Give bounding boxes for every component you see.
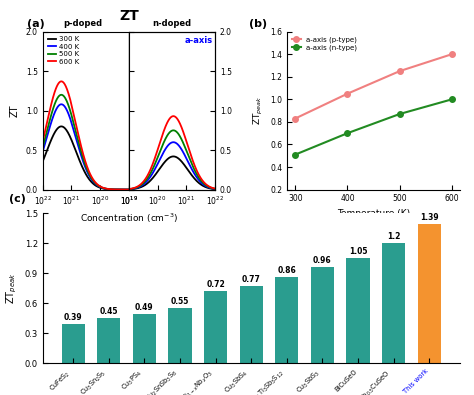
Text: 0.49: 0.49 (135, 303, 154, 312)
a-axis (p-type) (397, 69, 402, 73)
Y-axis label: ZT$_{peak}$: ZT$_{peak}$ (252, 96, 265, 125)
a-axis (n-type) (292, 152, 298, 157)
Text: 0.72: 0.72 (206, 280, 225, 290)
Text: 0.55: 0.55 (171, 297, 189, 307)
Text: 0.45: 0.45 (100, 307, 118, 316)
Text: (a): (a) (27, 19, 45, 29)
Bar (418, 224, 441, 363)
Text: 1.05: 1.05 (349, 247, 367, 256)
Text: n-doped: n-doped (152, 19, 191, 28)
Bar (62, 324, 85, 363)
Text: 0.39: 0.39 (64, 313, 82, 322)
a-axis (p-type) (292, 116, 298, 121)
Text: (c): (c) (9, 194, 26, 204)
Text: ZT: ZT (119, 9, 139, 23)
Text: a-axis: a-axis (184, 36, 212, 45)
Text: Concentration (cm$^{-3}$): Concentration (cm$^{-3}$) (80, 211, 178, 225)
Bar (311, 267, 334, 363)
Bar (275, 277, 299, 363)
Legend: a-axis (p-type), a-axis (n-type): a-axis (p-type), a-axis (n-type) (291, 35, 358, 53)
Bar (382, 243, 405, 363)
Bar (97, 318, 120, 363)
X-axis label: Temperature (K): Temperature (K) (337, 209, 410, 218)
Bar (346, 258, 370, 363)
Line: a-axis (p-type): a-axis (p-type) (292, 51, 455, 121)
Text: 1.2: 1.2 (387, 232, 401, 241)
Y-axis label: ZT: ZT (10, 104, 20, 117)
Bar (240, 286, 263, 363)
Text: 1.39: 1.39 (420, 213, 438, 222)
Text: 0.77: 0.77 (242, 275, 261, 284)
Text: p-doped: p-doped (64, 19, 103, 28)
a-axis (n-type) (449, 97, 455, 102)
Bar (133, 314, 156, 363)
a-axis (n-type) (397, 112, 402, 117)
Y-axis label: ZT$_{peak}$: ZT$_{peak}$ (5, 273, 19, 304)
Text: (b): (b) (249, 19, 268, 29)
Line: a-axis (n-type): a-axis (n-type) (292, 96, 455, 157)
a-axis (p-type) (345, 91, 350, 96)
Bar (168, 308, 191, 363)
a-axis (p-type) (449, 52, 455, 56)
Text: 0.86: 0.86 (277, 266, 296, 275)
a-axis (n-type) (345, 131, 350, 135)
Bar (204, 292, 227, 363)
Text: 0.96: 0.96 (313, 256, 332, 265)
Legend: 300 K, 400 K, 500 K, 600 K: 300 K, 400 K, 500 K, 600 K (46, 35, 80, 66)
